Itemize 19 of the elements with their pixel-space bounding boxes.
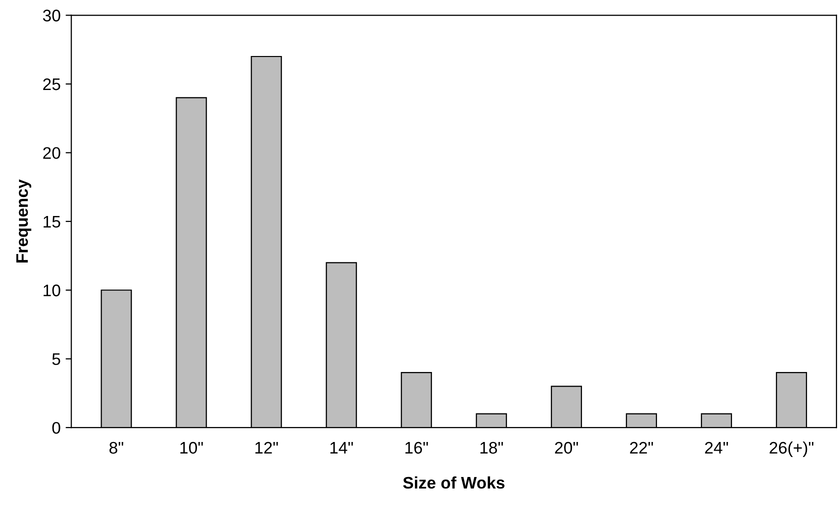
x-tick-label: 26(+)" xyxy=(770,441,814,457)
x-tick-label: 20" xyxy=(555,442,578,454)
x-tick-label: 8" xyxy=(109,442,124,454)
x-tick-label: 18" xyxy=(480,442,503,454)
y-tick-label: 5 xyxy=(52,353,60,366)
y-tick-label: 0 xyxy=(52,422,60,434)
x-tick-label: 24" xyxy=(705,442,728,454)
x-tick-label: 10" xyxy=(180,442,203,454)
x-tick-label: 22" xyxy=(630,442,653,454)
x-tick-label: 12" xyxy=(255,442,278,454)
y-tick-label: 20 xyxy=(43,147,60,159)
y-tick-label: 30 xyxy=(42,10,60,22)
x-axis-title: Size of Woks xyxy=(403,476,504,489)
y-tick-label: 15 xyxy=(44,216,60,228)
x-tick-label: 16" xyxy=(405,442,428,454)
y-tick-label: 10 xyxy=(44,284,60,296)
y-tick-label: 25 xyxy=(43,78,60,90)
y-axis-title: Frequency xyxy=(16,179,32,262)
x-tick-label: 14" xyxy=(330,442,353,454)
